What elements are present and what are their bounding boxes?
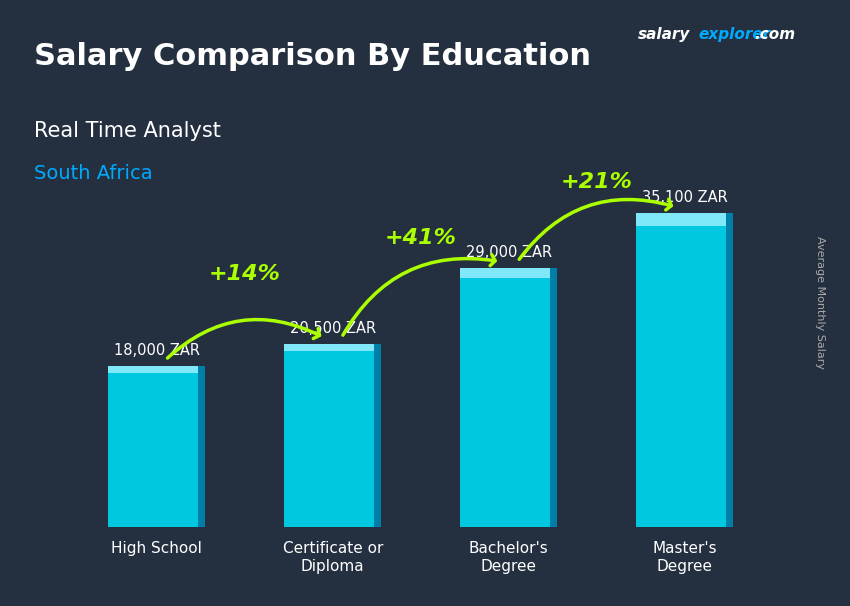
- Text: +14%: +14%: [209, 264, 280, 284]
- Text: +21%: +21%: [561, 171, 632, 191]
- Bar: [108, 366, 205, 527]
- Bar: [551, 268, 558, 527]
- Text: South Africa: South Africa: [34, 164, 153, 182]
- Text: Average Monthly Salary: Average Monthly Salary: [815, 236, 825, 370]
- Text: 20,500 ZAR: 20,500 ZAR: [290, 321, 376, 336]
- Text: 29,000 ZAR: 29,000 ZAR: [466, 245, 552, 260]
- Text: 35,100 ZAR: 35,100 ZAR: [642, 190, 728, 205]
- Bar: [374, 344, 381, 527]
- Bar: [461, 268, 558, 527]
- Text: explorer: explorer: [699, 27, 771, 42]
- Bar: [461, 268, 558, 278]
- Bar: [108, 366, 205, 373]
- Text: salary: salary: [638, 27, 690, 42]
- Text: Salary Comparison By Education: Salary Comparison By Education: [34, 42, 591, 72]
- Text: 18,000 ZAR: 18,000 ZAR: [114, 343, 200, 358]
- Bar: [637, 213, 734, 527]
- Bar: [284, 344, 381, 351]
- Bar: [637, 213, 734, 226]
- Bar: [727, 213, 734, 527]
- Bar: [284, 344, 381, 527]
- Text: +41%: +41%: [385, 228, 456, 248]
- Bar: [198, 366, 205, 527]
- Text: Real Time Analyst: Real Time Analyst: [34, 121, 221, 141]
- Text: .com: .com: [754, 27, 795, 42]
